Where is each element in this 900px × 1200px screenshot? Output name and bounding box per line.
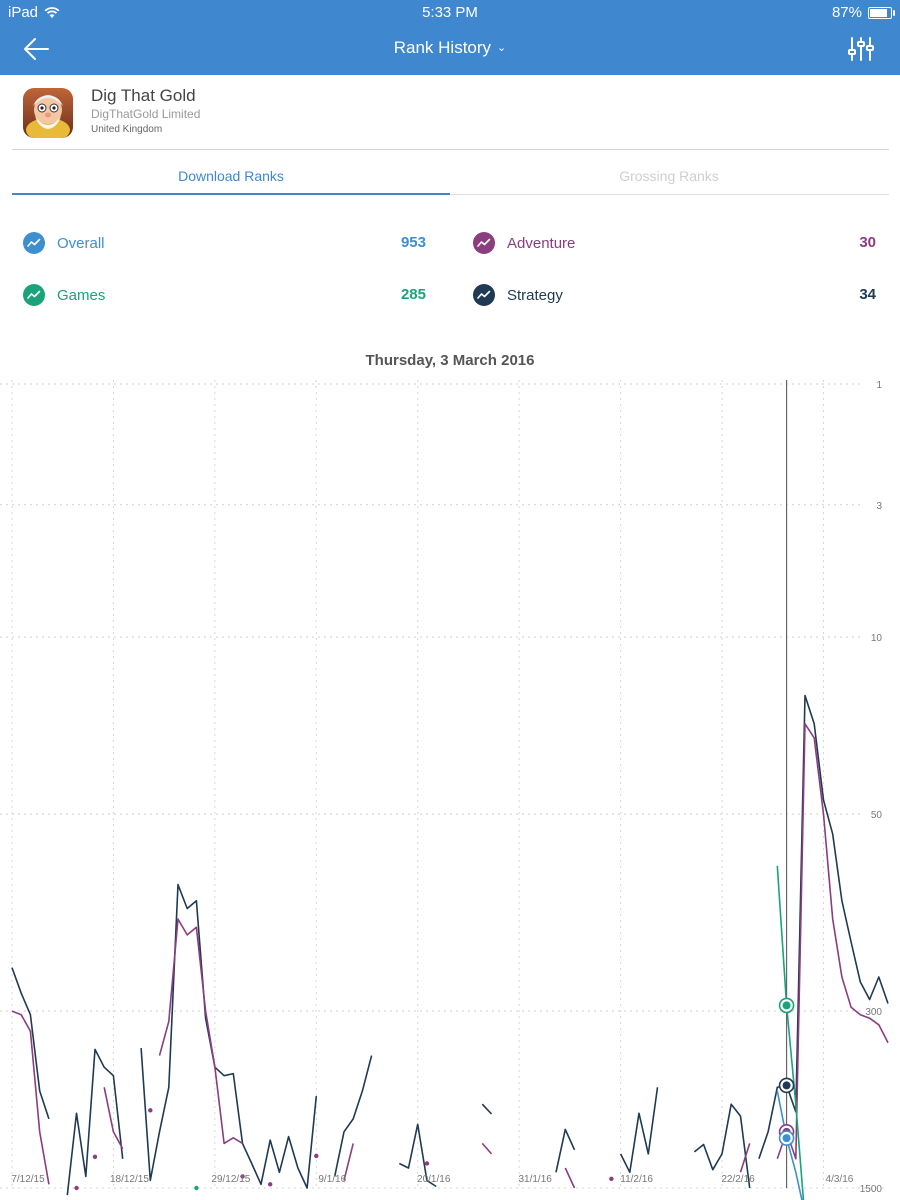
nav-title-dropdown[interactable]: Rank History ⌄ <box>0 38 900 58</box>
status-right: 87% <box>831 4 895 21</box>
device-name: iPad <box>8 4 39 21</box>
x-tick-label: 29/12/15 <box>211 1174 250 1185</box>
x-tick-label: 22/2/16 <box>721 1174 755 1185</box>
series-point-adventure <box>74 1185 79 1191</box>
y-tick-label: 50 <box>871 810 883 821</box>
series-line-adventure <box>11 1010 50 1185</box>
y-tick-label: 3 <box>876 501 882 512</box>
series-line-adventure <box>481 1142 493 1155</box>
cursor-dot-games <box>782 1001 791 1010</box>
series-line-adventure <box>739 1143 751 1173</box>
y-tick-label: 1 <box>876 380 882 391</box>
x-tick-label: 9/1/16 <box>318 1174 346 1185</box>
status-left: iPad <box>8 4 60 21</box>
series-point-adventure <box>148 1108 153 1113</box>
top-bar: iPad 5:33 PM 87% Rank History ⌄ <box>0 0 900 75</box>
series-line-strategy <box>66 1048 124 1196</box>
series-line-games <box>776 865 805 1200</box>
legend-item-strategy[interactable]: Strategy <box>473 283 563 307</box>
app-icon <box>23 88 73 138</box>
legend-adventure-icon <box>473 232 495 254</box>
legend-adventure-label: Adventure <box>507 234 576 252</box>
x-tick-label: 31/1/16 <box>518 1174 552 1185</box>
series-line-strategy <box>693 1103 751 1189</box>
chart-series <box>11 694 889 1200</box>
selected-date: Thursday, 3 March 2016 <box>365 352 535 369</box>
series-point-adventure <box>267 1182 273 1187</box>
y-tick-label: 300 <box>865 1007 882 1018</box>
series-line-adventure <box>158 918 243 1145</box>
series-point-adventure <box>314 1153 319 1159</box>
x-tick-label: 4/3/16 <box>826 1174 854 1185</box>
series-line-strategy <box>333 1055 373 1177</box>
legend-adventure-value: 30 <box>859 234 876 251</box>
series-line-strategy <box>398 1123 437 1188</box>
legend-overall-value: 953 <box>400 234 426 251</box>
arrow-left-icon <box>24 38 49 60</box>
legend-overall-label: Overall <box>57 234 105 252</box>
chart-grid <box>0 380 888 1189</box>
sliders-icon <box>848 37 874 61</box>
series-line-strategy <box>140 883 318 1189</box>
app-country: United Kingdom <box>91 124 163 135</box>
rank-history-chart[interactable]: 1 3 10 50 300 1500 7/12/15 18/12/15 29/12/15 9/1/… <box>0 380 900 1200</box>
legend-games-icon <box>23 284 45 306</box>
filter-button[interactable] <box>846 34 876 64</box>
legend-strategy-value: 34 <box>859 286 876 303</box>
battery-percent: 87% <box>831 4 862 21</box>
battery-icon <box>868 6 895 19</box>
app-name: Dig That Gold <box>91 86 196 105</box>
chevron-down-icon: ⌄ <box>497 42 507 54</box>
battery-fill <box>870 8 887 17</box>
legend-strategy-label: Strategy <box>507 286 563 304</box>
series-line-adventure <box>776 723 889 1160</box>
series-line-strategy <box>481 1103 493 1115</box>
y-tick-label: 1500 <box>860 1184 883 1195</box>
tab-grossing-ranks[interactable]: Grossing Ranks <box>619 168 719 184</box>
series-point-adventure <box>609 1176 614 1182</box>
legend-games-value: 285 <box>400 286 426 303</box>
series-line-adventure <box>564 1167 576 1189</box>
x-tick-label: 7/12/15 <box>11 1174 45 1185</box>
y-tick-label: 10 <box>871 633 883 644</box>
status-time: 5:33 PM <box>422 4 478 21</box>
series-point-games <box>194 1185 199 1191</box>
tab-active-indicator <box>12 193 450 195</box>
wifi-icon <box>44 6 60 18</box>
legend-item-overall[interactable]: Overall <box>23 231 105 255</box>
legend-item-adventure[interactable]: Adventure <box>473 231 575 255</box>
series-line-strategy <box>555 1128 576 1173</box>
series-line-adventure <box>103 1087 124 1150</box>
chart-labels: 1 3 10 50 300 1500 7/12/15 18/12/15 29/12/15 9/1/… <box>11 380 882 1195</box>
cursor-dot-strategy <box>782 1081 791 1090</box>
back-button[interactable] <box>22 36 52 62</box>
series-point-adventure <box>92 1154 98 1160</box>
x-tick-label: 20/1/16 <box>417 1174 451 1185</box>
legend-overall-icon <box>23 232 45 254</box>
divider <box>12 149 889 150</box>
x-tick-label: 11/2/16 <box>620 1174 653 1185</box>
nav-title: Rank History <box>393 38 492 57</box>
x-tick-label: 18/12/15 <box>110 1174 149 1185</box>
cursor-dot-overall <box>782 1134 791 1143</box>
series-line-overall <box>776 1090 803 1200</box>
series-point-adventure <box>240 1174 245 1179</box>
legend-games-label: Games <box>57 286 106 304</box>
tab-download-ranks[interactable]: Download Ranks <box>178 168 284 184</box>
series-point-adventure <box>424 1161 430 1166</box>
tab-divider <box>450 194 889 195</box>
series-line-adventure <box>343 1143 354 1181</box>
legend-strategy-icon <box>473 284 495 306</box>
chart-cursor[interactable] <box>778 380 795 1188</box>
legend-item-games[interactable]: Games <box>23 283 105 307</box>
series-line-strategy <box>11 967 50 1120</box>
series-line-strategy <box>619 1087 659 1174</box>
app-developer: DigThatGold Limited <box>91 107 201 121</box>
